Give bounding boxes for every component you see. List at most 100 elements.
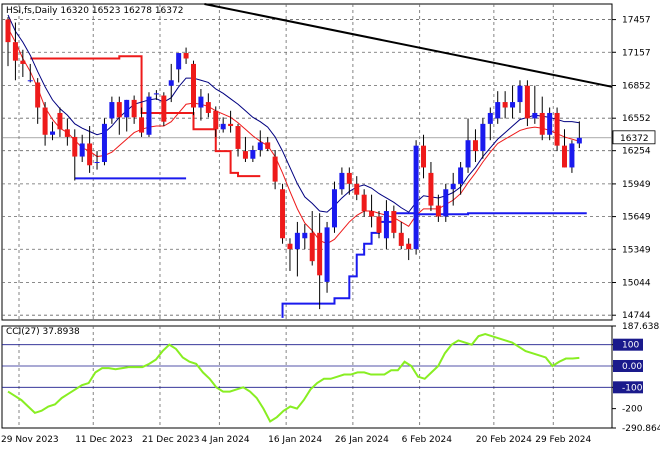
- candle-body: [428, 172, 434, 206]
- candle-body: [576, 137, 582, 144]
- candle-body: [562, 145, 567, 168]
- candle-body: [517, 85, 523, 103]
- resistance-step-line: [30, 55, 261, 178]
- candle-body: [398, 232, 404, 246]
- candle-body: [487, 112, 493, 124]
- candle-body: [64, 129, 70, 137]
- candle-body: [176, 53, 182, 70]
- candle-body: [5, 19, 11, 43]
- y-tick-label: 16552: [622, 114, 651, 124]
- cci-level-box: [613, 359, 643, 372]
- cci-level-box: [613, 338, 643, 351]
- candle-body: [539, 112, 545, 135]
- candle-body: [413, 145, 419, 250]
- candle-body: [510, 102, 516, 108]
- y-tick-label: 17157: [622, 48, 651, 58]
- cci-y-tick-label: -200: [622, 405, 643, 415]
- candle-body: [250, 150, 256, 159]
- candle-body: [465, 140, 471, 168]
- candle-body: [94, 162, 100, 163]
- candle-body: [87, 143, 93, 166]
- candle-body: [72, 136, 78, 157]
- trend-line: [204, 3, 613, 88]
- candle-body: [450, 183, 456, 190]
- candle-body: [228, 123, 234, 127]
- x-tick-label: 29 Feb 2024: [535, 435, 591, 445]
- candle-body: [391, 211, 397, 233]
- candle-body: [139, 117, 145, 133]
- candle-body: [161, 95, 167, 122]
- candle-body: [369, 211, 375, 217]
- cci-y-tick-label: -290.864: [622, 424, 660, 434]
- candle-body: [472, 140, 478, 152]
- candle-body: [191, 63, 196, 108]
- cci-y-tick-label: 0.00: [622, 362, 642, 372]
- candle-body: [168, 80, 174, 86]
- candle-body: [220, 123, 226, 130]
- candle-body: [131, 99, 137, 118]
- candle-body: [302, 232, 308, 239]
- candle-body: [213, 110, 219, 130]
- candle-body: [183, 53, 189, 59]
- y-tick-label: 17457: [622, 16, 651, 26]
- x-tick-label: 29 Nov 2023: [1, 435, 59, 445]
- cci-line: [7, 332, 580, 423]
- candle-body: [146, 96, 152, 135]
- candle-body: [101, 123, 107, 162]
- candle-body: [435, 205, 441, 217]
- candle-body: [524, 85, 530, 119]
- candle-body: [27, 80, 33, 82]
- candle-body: [354, 183, 360, 195]
- candle-body: [242, 151, 248, 159]
- cci-title: CCI(27) 37.8938: [6, 327, 80, 337]
- x-tick-label: 4 Jan 2024: [201, 435, 249, 445]
- candle-body: [346, 172, 352, 184]
- y-tick-label: 16852: [622, 82, 651, 92]
- candle-body: [480, 123, 486, 152]
- candle-body: [116, 102, 122, 118]
- candle-body: [317, 232, 323, 276]
- candle-body: [198, 96, 204, 108]
- candle-body: [235, 126, 241, 149]
- candle-body: [406, 243, 412, 250]
- candle-body: [532, 112, 538, 119]
- x-tick-label: 16 Jan 2024: [268, 435, 322, 445]
- candle-body: [265, 142, 271, 149]
- cci-y-tick-label: 187.6385: [622, 322, 660, 332]
- x-axis: 29 Nov 2023 11 Dec 2023 21 Dec 2023 4 Jan 2…: [1, 435, 592, 445]
- x-tick-label: 21 Dec 2023: [142, 435, 200, 445]
- candle-body: [57, 112, 63, 130]
- candle-body: [153, 93, 159, 95]
- candle-body: [272, 156, 278, 182]
- y-tick-label: 16254: [622, 147, 651, 157]
- candle-body: [443, 189, 449, 217]
- candle-body: [50, 131, 56, 135]
- candle-body: [42, 107, 48, 135]
- candle-body: [495, 102, 501, 119]
- candle-body: [324, 227, 330, 282]
- cci-panel-frame: [1, 325, 613, 429]
- candle-body: [331, 189, 337, 228]
- y-tick-label: 15349: [622, 245, 651, 255]
- candle-body: [280, 189, 286, 239]
- candle-body: [257, 142, 263, 151]
- x-tick-label: 6 Feb 2024: [402, 435, 453, 445]
- x-tick-label: 20 Feb 2024: [476, 435, 532, 445]
- y-tick-label: 15949: [622, 180, 651, 190]
- candle-body: [554, 112, 560, 146]
- candle-body: [109, 102, 115, 119]
- candle-body: [361, 194, 367, 212]
- candle-body: [12, 42, 18, 61]
- candle-body: [421, 145, 427, 168]
- y-tick-label: 14744: [622, 311, 651, 321]
- cci-y-tick-label: -100: [622, 383, 643, 393]
- current-price-box: [612, 130, 656, 145]
- cci-y-tick-label: 100: [622, 341, 639, 351]
- y-tick-label: 15649: [622, 213, 651, 223]
- candle-body: [376, 216, 382, 233]
- candle-body: [79, 143, 85, 157]
- candle-body: [569, 143, 575, 168]
- candle-body: [502, 102, 508, 108]
